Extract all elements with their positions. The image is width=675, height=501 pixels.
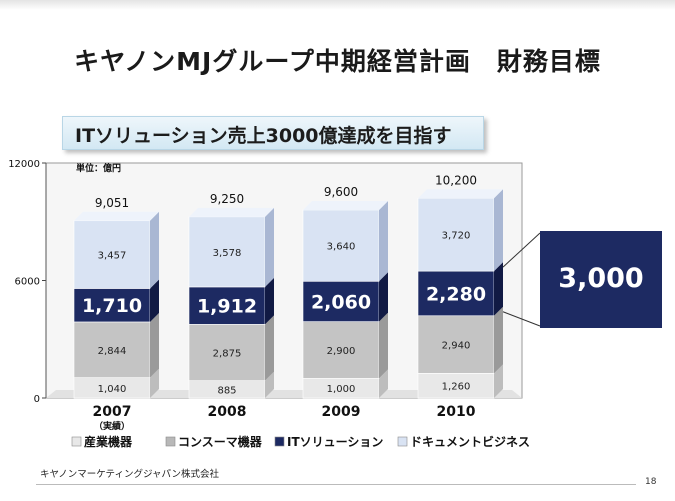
x-tick-label-2008: 2008 <box>208 404 247 420</box>
y-tick-label: 12000 <box>8 159 40 170</box>
total-label-2008: 9,250 <box>210 192 244 206</box>
bar-top-2010 <box>418 189 503 199</box>
bar-side-industrial-2008 <box>265 371 274 398</box>
subtitle-banner: ITソリューション売上3000億達成を目指す <box>62 116 484 150</box>
bar-top-2007 <box>74 211 159 221</box>
segment-label-it-solution-2008: 1,912 <box>197 296 257 318</box>
bar-consumer-2009 <box>302 321 380 379</box>
segment-label-it-solution-2009: 2,060 <box>311 291 371 313</box>
legend-swatch-it-solution <box>274 436 285 447</box>
legend-label-it-solution: ITソリューション <box>287 435 383 449</box>
footer-company: キヤノンマーケティングジャパン株式会社 <box>40 469 219 480</box>
bar-side-document-2008 <box>265 207 274 287</box>
segment-label-industrial-2010: 1,260 <box>442 382 471 393</box>
bar-side-industrial-2007 <box>150 368 159 398</box>
bottom-rule <box>36 484 636 485</box>
callout-value: 3,000 <box>558 263 643 294</box>
x-tick-label-2009: 2009 <box>322 404 361 420</box>
segment-label-industrial-2008: 885 <box>217 385 236 396</box>
callout-line-bottom <box>502 311 541 327</box>
bar-side-consumer-2007 <box>150 312 159 378</box>
top-stripe <box>0 0 675 10</box>
slide-title: キヤノンMJグループ中期経営計画 財務目標 <box>74 47 601 76</box>
segment-label-industrial-2007: 1,040 <box>98 384 127 395</box>
total-label-2009: 9,600 <box>324 185 358 199</box>
subtitle-text: ITソリューション売上3000億達成を目指す <box>75 125 452 147</box>
segment-label-consumer-2008: 2,875 <box>213 349 242 360</box>
bar-consumer-2010 <box>417 315 495 374</box>
bar-it-solution-2010 <box>417 270 495 317</box>
unit-label: 単位：億円 <box>76 162 121 174</box>
bar-side-industrial-2009 <box>379 369 388 398</box>
legend-label-industrial: 産業機器 <box>84 434 133 449</box>
x-tick-note-2007: （実績） <box>94 420 130 432</box>
segment-label-it-solution-2010: 2,280 <box>426 283 486 305</box>
y-tick-label: 0 <box>34 394 40 405</box>
legend-label-consumer: コンスーマ機器 <box>178 434 263 449</box>
bar-document-2008 <box>188 216 266 288</box>
bar-document-2009 <box>302 209 380 282</box>
total-label-2007: 9,051 <box>95 196 129 210</box>
bar-top-2008 <box>189 207 274 217</box>
plot-floor <box>46 390 522 398</box>
segment-label-document-2007: 3,457 <box>98 251 127 262</box>
callout-box <box>540 231 662 328</box>
page-number: 18 <box>645 477 657 487</box>
segment-label-document-2009: 3,640 <box>327 242 356 253</box>
bar-side-industrial-2010 <box>494 364 503 398</box>
legend-swatch-industrial <box>71 436 82 447</box>
bar-consumer-2008 <box>188 324 266 381</box>
bar-industrial-2010 <box>417 373 495 399</box>
segment-label-consumer-2010: 2,940 <box>442 341 471 352</box>
legend-label-document: ドキュメントビジネス <box>410 434 530 449</box>
total-label-2010: 10,200 <box>435 173 477 187</box>
bar-side-document-2009 <box>379 201 388 282</box>
x-tick-label-2007: 2007 <box>93 404 132 420</box>
x-tick-label-2010: 2010 <box>437 404 476 420</box>
legend-swatch-consumer <box>165 436 176 447</box>
bar-side-it-solution-2009 <box>379 272 388 322</box>
segment-label-it-solution-2007: 1,710 <box>82 295 142 317</box>
segment-label-document-2008: 3,578 <box>213 248 242 259</box>
y-tick-label: 6000 <box>15 277 40 288</box>
bar-side-consumer-2010 <box>494 306 503 374</box>
legend-swatch-document <box>397 436 408 447</box>
segment-label-consumer-2009: 2,900 <box>327 346 356 357</box>
segment-label-document-2010: 3,720 <box>442 231 471 242</box>
segment-label-consumer-2007: 2,844 <box>98 346 127 357</box>
bar-top-2009 <box>303 201 388 210</box>
bar-side-it-solution-2007 <box>150 279 159 322</box>
bar-consumer-2007 <box>73 321 151 378</box>
bar-side-it-solution-2008 <box>265 277 274 325</box>
bar-side-document-2007 <box>150 211 159 289</box>
bar-side-it-solution-2010 <box>494 262 503 316</box>
bar-side-document-2010 <box>494 189 503 272</box>
bar-side-consumer-2008 <box>265 315 274 381</box>
bar-it-solution-2007 <box>73 288 151 323</box>
bar-side-consumer-2009 <box>379 312 388 379</box>
callout-line-top <box>502 232 541 268</box>
segment-label-industrial-2009: 1,000 <box>327 384 356 395</box>
